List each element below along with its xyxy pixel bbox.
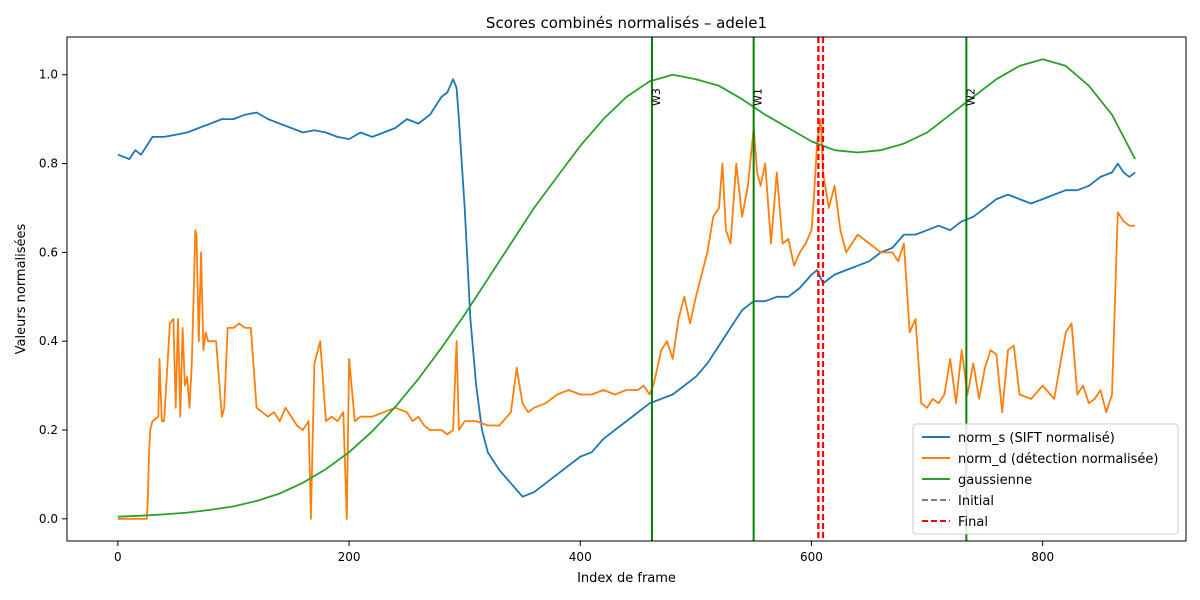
x-tick-label: 0 bbox=[114, 550, 122, 564]
vertical-lines-layer: W3 W1 W2 bbox=[650, 37, 977, 541]
x-ticks: 0 200 400 600 800 bbox=[114, 541, 1054, 564]
legend-label-0: norm_s (SIFT normalisé) bbox=[958, 431, 1115, 446]
y-tick-label: 0.2 bbox=[39, 423, 58, 437]
x-tick-label: 800 bbox=[1031, 550, 1054, 564]
axes-frame bbox=[66, 36, 1187, 542]
x-axis-title: Index de frame bbox=[577, 571, 676, 586]
legend-label-3: Initial bbox=[958, 494, 994, 509]
y-axis-title: Valeurs normalisées bbox=[14, 223, 29, 354]
y-tick-label: 1.0 bbox=[39, 68, 58, 82]
window-label-1: W1 bbox=[752, 88, 765, 106]
x-tick-label: 200 bbox=[338, 550, 361, 564]
legend-label-4: Final bbox=[958, 515, 988, 530]
y-tick-label: 0.8 bbox=[39, 157, 58, 171]
y-tick-label: 0.0 bbox=[39, 512, 58, 526]
window-label-2: W2 bbox=[964, 88, 977, 106]
window-label-0: W3 bbox=[650, 88, 663, 106]
x-tick-label: 400 bbox=[569, 550, 592, 564]
series-line-1 bbox=[117, 118, 1136, 520]
legend-label-1: norm_d (détection normalisée) bbox=[958, 452, 1158, 467]
legend: norm_s (SIFT normalisé) norm_d (détection… bbox=[912, 423, 1179, 535]
x-tick-label: 600 bbox=[800, 550, 823, 564]
y-tick-label: 0.4 bbox=[39, 334, 58, 348]
y-tick-label: 0.6 bbox=[39, 245, 58, 259]
legend-label-2: gaussienne bbox=[958, 473, 1032, 488]
y-ticks: 0.0 0.2 0.4 0.6 0.8 1.0 bbox=[39, 68, 67, 526]
legend-box bbox=[912, 423, 1179, 535]
chart-title: Scores combinés normalisés – adele1 bbox=[486, 14, 767, 32]
